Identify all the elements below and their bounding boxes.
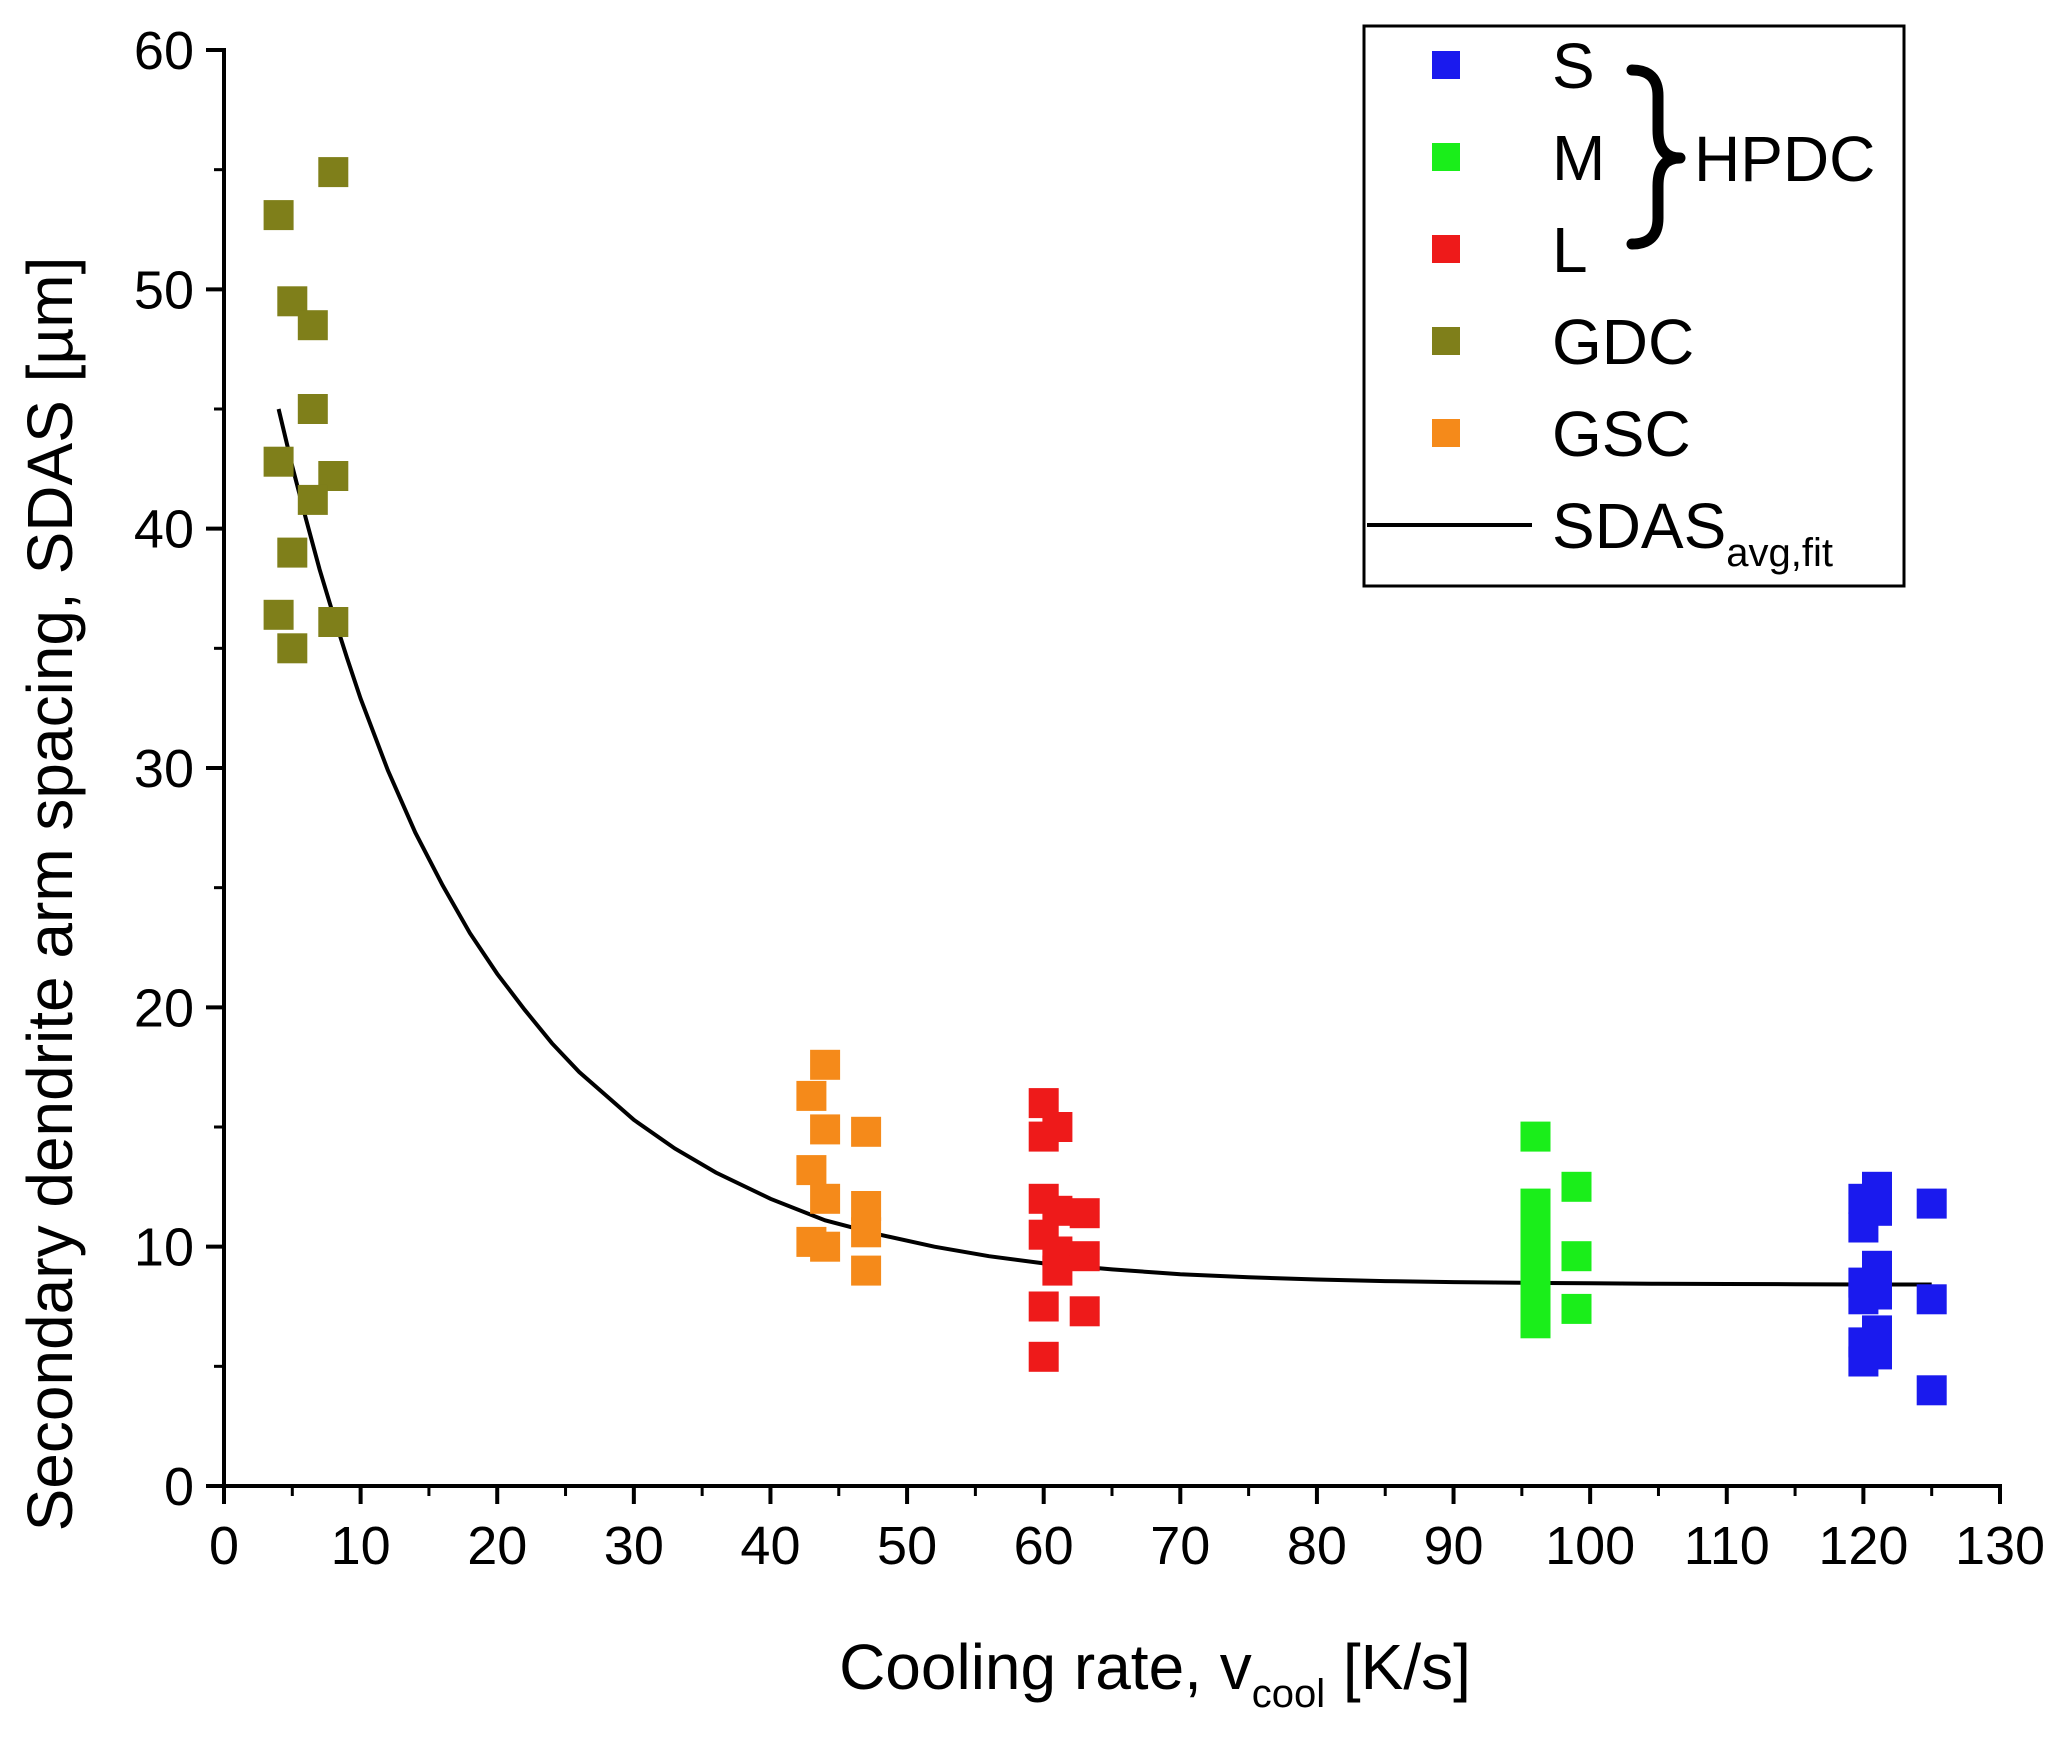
- legend-label-fit-main: SDAS: [1552, 490, 1726, 562]
- legend-label-m: M: [1552, 122, 1605, 194]
- marker-s: [1916, 1284, 1947, 1315]
- marker-gdc: [277, 633, 308, 664]
- marker-s: [1848, 1212, 1879, 1243]
- marker-s: [1916, 1188, 1947, 1219]
- x-tick-label: 70: [1150, 1516, 1210, 1576]
- y-tick-label: 0: [164, 1457, 194, 1517]
- marker-l: [1028, 1291, 1059, 1322]
- x-tick-label: 30: [604, 1516, 664, 1576]
- axes: 0 10 20 30 40 50 60 70 80 90 100 110 120 130 0 10 20 30 40…: [134, 21, 2045, 1576]
- marker-m: [1561, 1293, 1592, 1324]
- marker-gsc: [851, 1255, 882, 1286]
- x-tick-label: 20: [467, 1516, 527, 1576]
- hpdc-label: HPDC: [1694, 123, 1875, 195]
- marker-m: [1561, 1241, 1592, 1272]
- marker-gsc: [810, 1183, 841, 1214]
- marker-gdc: [277, 537, 308, 568]
- legend-label-l: L: [1552, 214, 1588, 286]
- marker-s: [1848, 1346, 1879, 1377]
- marker-gdc: [263, 599, 294, 630]
- legend-label-fit: SDASavg,fit: [1552, 490, 1833, 575]
- y-tick-label: 30: [134, 739, 194, 799]
- x-axis-title-sub: cool: [1252, 1672, 1325, 1716]
- marker-s: [1848, 1284, 1879, 1315]
- marker-l: [1042, 1255, 1073, 1286]
- marker-gdc: [297, 394, 328, 424]
- legend-marker-gsc: [1432, 419, 1460, 447]
- marker-l: [1028, 1341, 1059, 1372]
- x-axis-title: Cooling rate, vcool [K/s]: [839, 1631, 1471, 1716]
- marker-gsc: [851, 1191, 882, 1221]
- y-axis-title: Secondary dendrite arm spacing, SDAS [µm…: [14, 257, 86, 1532]
- marker-gsc: [851, 1116, 882, 1147]
- marker-gdc: [263, 200, 294, 231]
- marker-gdc: [263, 446, 294, 477]
- y-tick-label: 40: [134, 500, 194, 560]
- marker-l: [1069, 1296, 1100, 1327]
- marker-gdc: [297, 310, 328, 341]
- y-tick-label: 20: [134, 978, 194, 1038]
- x-tick-label: 100: [1545, 1516, 1635, 1576]
- legend-marker-l: [1432, 235, 1460, 263]
- marker-gsc: [810, 1049, 841, 1080]
- marker-m: [1520, 1308, 1551, 1339]
- x-tick-label: 40: [740, 1516, 800, 1576]
- marker-gsc: [810, 1231, 841, 1262]
- x-tick-label: 120: [1818, 1516, 1908, 1576]
- x-tick-label: 0: [209, 1516, 239, 1576]
- x-tick-label: 110: [1684, 1516, 1770, 1576]
- marker-gdc: [318, 157, 349, 188]
- x-tick-label: 10: [331, 1516, 391, 1576]
- x-tick-label: 90: [1423, 1516, 1483, 1576]
- y-tick-label: 60: [134, 21, 194, 81]
- marker-l: [1069, 1198, 1100, 1229]
- legend: S M L GDC GSC SDASavg,fit HPDC: [1362, 24, 1906, 588]
- marker-gsc: [796, 1155, 827, 1186]
- marker-gdc: [297, 484, 328, 515]
- x-tick-label: 130: [1955, 1516, 2045, 1576]
- marker-gdc: [318, 607, 349, 637]
- marker-s: [1916, 1375, 1947, 1406]
- marker-gsc: [851, 1217, 882, 1248]
- data-points: [263, 157, 1947, 1406]
- legend-label-s: S: [1552, 30, 1595, 102]
- hpdc-brace-icon: [1626, 64, 1686, 250]
- legend-marker-m: [1432, 143, 1460, 171]
- fit-curve: [276, 408, 1932, 1287]
- x-axis-title-unit: [K/s]: [1325, 1631, 1471, 1703]
- marker-l: [1042, 1112, 1073, 1142]
- legend-label-gsc: GSC: [1552, 398, 1691, 470]
- marker-m: [1561, 1171, 1592, 1202]
- marker-gsc: [810, 1114, 841, 1145]
- x-tick-label: 60: [1014, 1516, 1074, 1576]
- legend-label-gdc: GDC: [1552, 306, 1694, 378]
- x-axis-title-main: Cooling rate, v: [839, 1631, 1252, 1703]
- legend-frame: [1362, 24, 1906, 588]
- legend-marker-gdc: [1432, 327, 1460, 355]
- fit-curve-group: [276, 408, 1932, 1287]
- x-tick-label: 80: [1287, 1516, 1347, 1576]
- legend-marker-s: [1432, 51, 1460, 79]
- y-tick-label: 50: [134, 260, 194, 320]
- marker-m: [1520, 1121, 1551, 1152]
- legend-label-fit-sub: avg,fit: [1726, 531, 1833, 575]
- x-tick-label: 50: [877, 1516, 937, 1576]
- marker-l: [1069, 1241, 1100, 1272]
- marker-gsc: [796, 1080, 827, 1111]
- y-tick-label: 10: [134, 1218, 194, 1278]
